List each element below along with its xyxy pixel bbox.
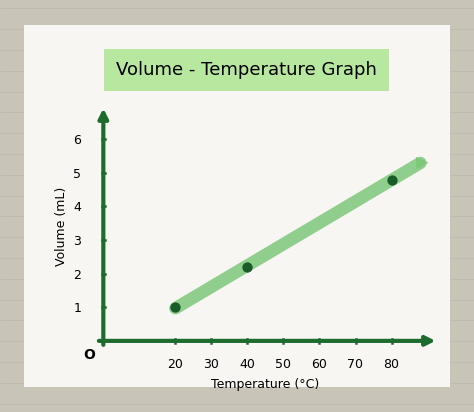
Point: [244, 264, 251, 270]
Point: [388, 176, 395, 183]
Text: O: O: [83, 348, 95, 362]
Text: Volume - Temperature Graph: Volume - Temperature Graph: [116, 61, 377, 79]
Point: [172, 304, 179, 311]
X-axis label: Temperature (°C): Temperature (°C): [211, 379, 319, 391]
Y-axis label: Volume (mL): Volume (mL): [55, 187, 68, 266]
